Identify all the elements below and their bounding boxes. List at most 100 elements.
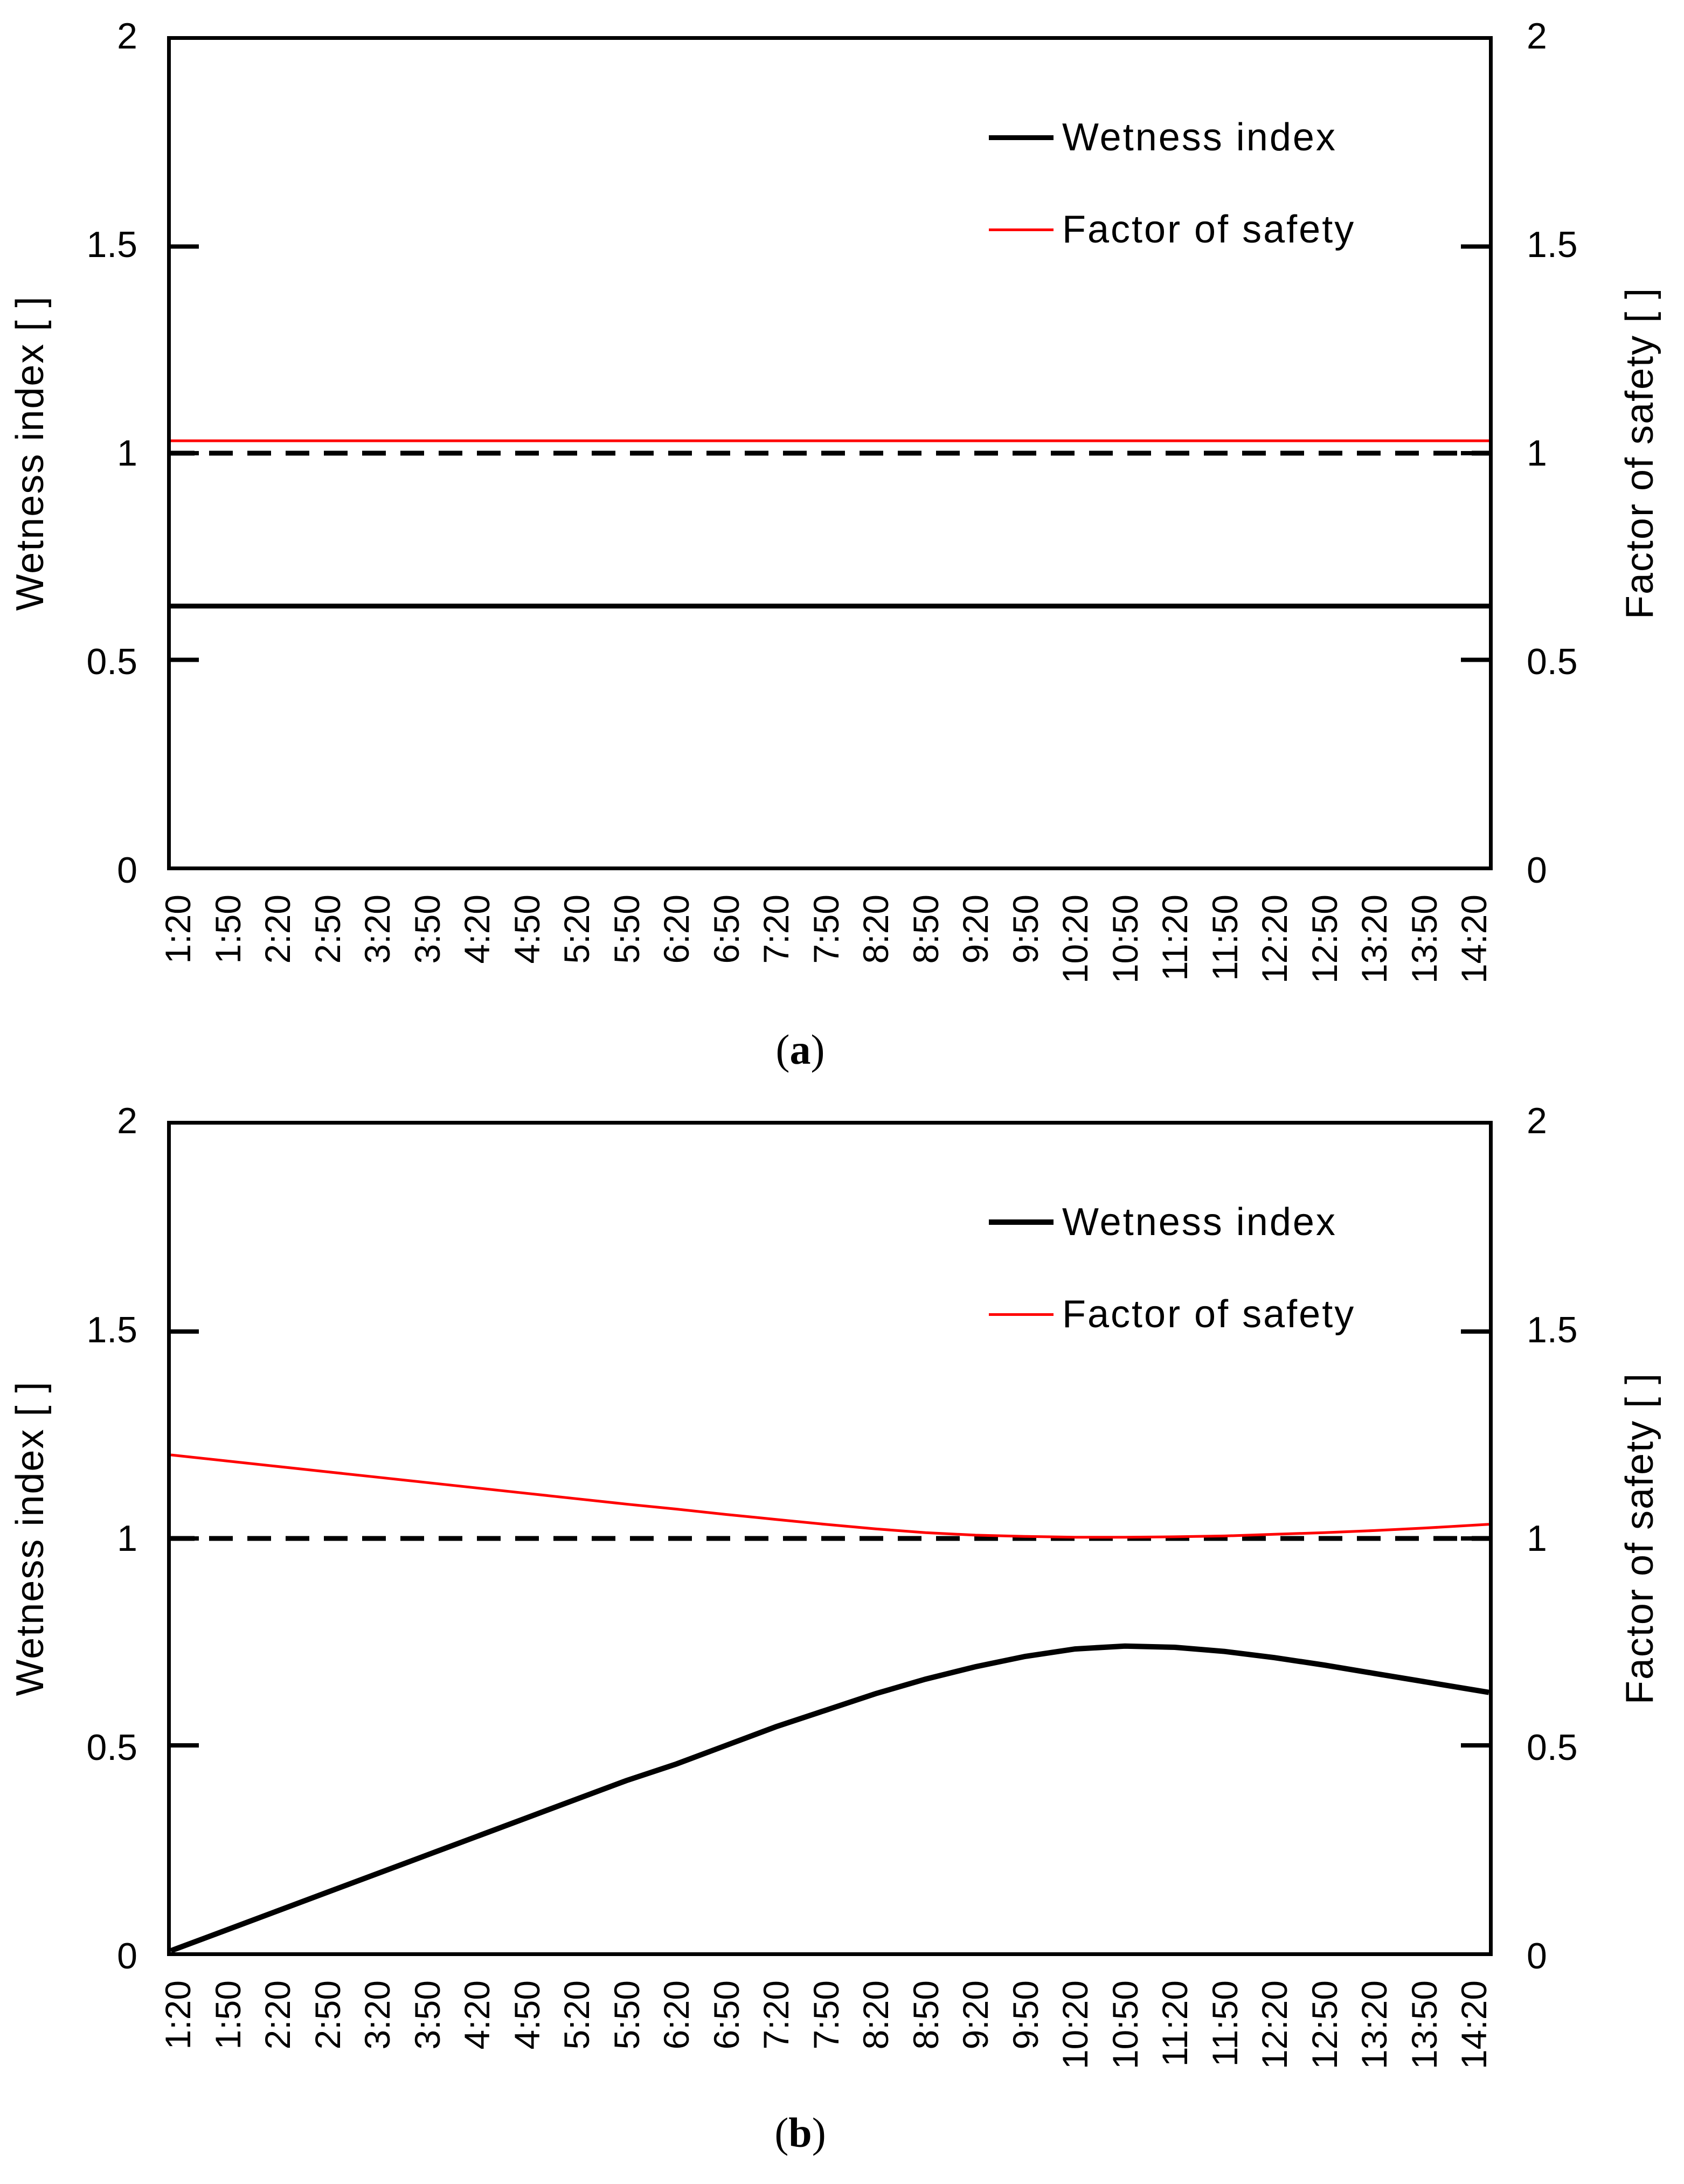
x-tick-label: 5:20	[557, 895, 597, 964]
caption-paren: )	[810, 1026, 825, 1073]
x-tick-label: 10:50	[1105, 895, 1145, 984]
x-tick-label: 11:20	[1155, 895, 1195, 981]
x-tick-label: 9:20	[955, 1980, 995, 2050]
y-tick-label-left: 1	[117, 433, 137, 474]
x-tick-label: 4:50	[507, 1980, 547, 2050]
y-tick-label-left: 2	[117, 16, 137, 57]
x-tick-label: 5:50	[606, 1980, 647, 2050]
x-tick-label: 11:50	[1204, 1980, 1245, 2067]
panel-caption-a: (a)	[0, 1024, 1600, 1076]
chart-a-canvas	[171, 244, 1489, 662]
chart-b-canvas	[171, 1329, 1489, 1952]
x-tick-label: 6:20	[656, 1980, 696, 2050]
x-tick-label: 9:50	[1005, 895, 1045, 964]
x-tick-label: 1:50	[207, 895, 248, 964]
y-tick-label-left: 0.5	[86, 641, 137, 682]
y-tick-label-left: 1	[117, 1518, 137, 1559]
y-tick-label-right: 0	[1527, 850, 1547, 891]
x-tick-label: 2:20	[258, 1980, 297, 2050]
x-tick-label: 10:20	[1055, 895, 1095, 984]
panel-caption-b: (b)	[0, 2107, 1600, 2159]
caption-letter: a	[789, 1026, 811, 1073]
x-tick-label: 13:20	[1354, 895, 1394, 984]
legend-label: Wetness index	[1062, 1201, 1337, 1244]
y-tick-label-right: 0.5	[1527, 1727, 1578, 1768]
x-tick-label: 7:50	[806, 1980, 846, 2050]
x-tick-label: 14:20	[1454, 895, 1494, 984]
x-tick-label: 3:20	[357, 1980, 397, 2050]
y-tick-label-right: 0.5	[1527, 641, 1578, 682]
legend-item-wetness-a: Wetness index	[989, 110, 1337, 164]
y-tick-label-left: 1.5	[86, 1309, 137, 1350]
x-tick-label: 12:20	[1255, 895, 1294, 984]
x-tick-label: 4:20	[457, 1980, 497, 2050]
x-tick-label: 3:50	[407, 895, 447, 964]
caption-paren: (	[774, 2109, 789, 2156]
legend-item-fos-b: Factor of safety	[989, 1287, 1355, 1341]
series-line-factor-of-safety	[171, 1453, 1489, 1539]
x-tick-label: 1:20	[158, 895, 198, 964]
x-tick-label: 8:20	[856, 895, 896, 964]
x-tick-label: 4:20	[457, 895, 497, 964]
x-tick-label: 8:50	[905, 895, 946, 964]
x-tick-label: 6:20	[656, 895, 696, 964]
y-tick-label-right: 1	[1527, 1518, 1547, 1559]
x-tick-label: 4:50	[507, 895, 547, 964]
legend-item-fos-a: Factor of safety	[989, 203, 1355, 256]
x-tick-label: 12:50	[1304, 895, 1345, 984]
y-tick-label-right: 0	[1527, 1936, 1547, 1977]
caption-paren: (	[775, 1026, 790, 1073]
legend-label: Factor of safety	[1062, 208, 1356, 251]
plot-area-a	[167, 36, 1493, 870]
x-tick-label: 3:50	[407, 1980, 447, 2050]
legend-line-swatch-black	[989, 135, 1054, 140]
y-tick-label-right: 1	[1527, 433, 1547, 474]
y-tick-label-right: 1.5	[1527, 1309, 1578, 1350]
y-tick-label-left: 2	[117, 1100, 137, 1141]
x-tick-label: 6:50	[706, 1980, 746, 2050]
legend-line-swatch-black	[989, 1219, 1054, 1225]
x-tick-label: 1:50	[207, 1980, 248, 2050]
x-tick-label: 13:50	[1404, 895, 1444, 984]
y-tick-label-left: 0	[117, 850, 137, 891]
x-tick-label: 13:50	[1404, 1980, 1444, 2070]
x-tick-label: 14:20	[1454, 1980, 1494, 2070]
caption-letter: b	[788, 2109, 812, 2156]
x-tick-label: 11:50	[1204, 895, 1245, 981]
legend-label: Wetness index	[1062, 116, 1337, 159]
y-tick-label-right: 2	[1527, 16, 1547, 57]
x-tick-label: 9:20	[955, 895, 995, 964]
x-tick-label: 8:50	[905, 1980, 946, 2050]
x-tick-label: 8:20	[856, 1980, 896, 2050]
x-tick-label: 5:50	[606, 895, 647, 964]
series-line-wetness-index	[171, 1643, 1489, 1952]
x-tick-label: 7:20	[756, 895, 796, 964]
y-tick-label-left: 0	[117, 1936, 137, 1977]
legend-label: Factor of safety	[1062, 1293, 1356, 1336]
legend-line-swatch-red	[989, 228, 1054, 231]
y-tick-label-left: 1.5	[86, 224, 137, 265]
x-tick-label: 13:20	[1354, 1980, 1394, 2070]
x-tick-label: 6:50	[706, 895, 746, 964]
y-tick-label-right: 1.5	[1527, 224, 1578, 265]
x-tick-label: 5:20	[557, 1980, 597, 2050]
x-tick-label: 7:50	[806, 895, 846, 964]
x-tick-label: 9:50	[1005, 1980, 1045, 2050]
x-tick-label: 1:20	[158, 1980, 198, 2050]
x-tick-label: 12:20	[1255, 1980, 1294, 2070]
legend-line-swatch-red	[989, 1313, 1054, 1316]
legend-item-wetness-b: Wetness index	[989, 1195, 1337, 1249]
plot-area-b	[167, 1121, 1493, 1956]
caption-paren: )	[812, 2109, 826, 2156]
x-tick-label: 2:20	[258, 895, 297, 964]
x-tick-label: 10:20	[1055, 1980, 1095, 2070]
y-tick-label-left: 0.5	[86, 1727, 137, 1768]
x-tick-label: 3:20	[357, 895, 397, 964]
x-tick-label: 11:20	[1155, 1980, 1195, 2067]
y-tick-label-right: 2	[1527, 1100, 1547, 1141]
x-tick-label: 12:50	[1304, 1980, 1345, 2070]
x-tick-label: 7:20	[756, 1980, 796, 2050]
x-tick-label: 10:50	[1105, 1980, 1145, 2070]
x-tick-label: 2:50	[307, 895, 348, 964]
